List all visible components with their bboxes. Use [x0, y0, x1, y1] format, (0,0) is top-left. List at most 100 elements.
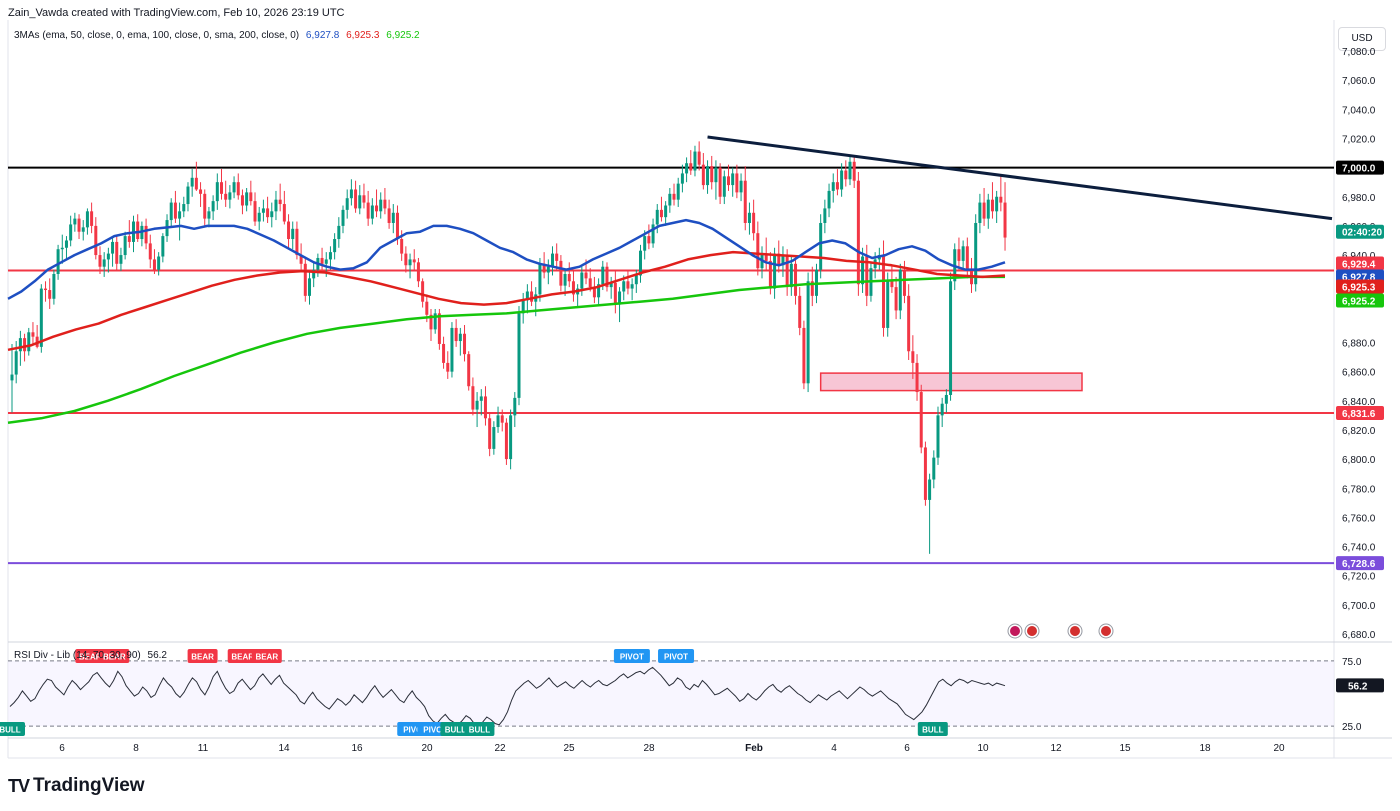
sma200-line[interactable]	[7, 275, 1005, 424]
rsi-marker-pivot-high[interactable]	[613, 649, 650, 663]
candle-body	[56, 249, 60, 274]
candle-body	[85, 211, 89, 228]
ema100-line[interactable]	[7, 250, 1006, 352]
price-axis-tick: 7,080.0	[1342, 47, 1376, 58]
candle-body	[199, 189, 203, 194]
candle-body	[94, 225, 98, 256]
ema50-line[interactable]	[7, 218, 1006, 300]
tradingview-logo[interactable]: TV TradingView	[8, 775, 145, 797]
candle-body	[752, 212, 756, 234]
candle-body	[861, 256, 865, 285]
rsi-indicator-legend[interactable]: RSI Div - Lib (14, 70, 30, 90) 56.2	[14, 650, 171, 661]
rsi-marker-bear[interactable]	[99, 649, 130, 663]
rsi-marker-label: BEAR	[103, 653, 126, 662]
rsi-marker-pivot-high[interactable]	[658, 649, 695, 663]
candle-body	[949, 281, 953, 395]
rsi-marker-bear[interactable]	[251, 649, 282, 663]
candle-body	[333, 239, 337, 253]
candle-body	[521, 300, 525, 314]
candle-body	[395, 212, 399, 240]
candle-body	[366, 202, 370, 219]
rsi-line[interactable]	[9, 666, 1006, 727]
candle-body	[551, 253, 555, 267]
rsi-marker-bear[interactable]	[75, 649, 106, 663]
candle-body	[726, 176, 730, 186]
candle-body	[555, 253, 559, 261]
candle-body	[798, 295, 802, 328]
candle-body	[416, 262, 420, 282]
price-tag-label: 6,925.3	[1342, 282, 1376, 293]
descending-trendline[interactable]	[707, 135, 1333, 221]
time-axis-label: 10	[977, 743, 989, 754]
price-axis-tick: 6,860.0	[1342, 368, 1376, 379]
candle-body	[341, 209, 345, 226]
candle-body	[856, 180, 860, 285]
candle-body	[98, 255, 102, 267]
price-tag-bg	[1336, 556, 1384, 571]
candle-body	[923, 447, 927, 500]
candle-body	[123, 236, 127, 256]
ma-indicator-legend[interactable]: 3MAs (ema, 50, close, 0, ema, 100, close…	[14, 30, 424, 41]
candle-body	[228, 192, 232, 200]
rsi-marker-bull[interactable]	[917, 722, 948, 736]
candle-body	[173, 202, 177, 219]
candle-body	[898, 269, 902, 311]
rsi-marker-bull[interactable]	[0, 722, 25, 736]
candle-body	[982, 202, 986, 219]
candle-body	[496, 415, 500, 428]
rsi-marker-bull[interactable]	[464, 722, 495, 736]
time-axis-label: 22	[494, 743, 506, 754]
candle-body	[421, 281, 425, 302]
candle-body	[60, 247, 64, 250]
price-axis-tick: 7,020.0	[1342, 134, 1376, 145]
candle-body	[119, 255, 123, 264]
candle-body	[961, 246, 965, 261]
candle-body	[802, 327, 806, 384]
candle-body	[500, 415, 504, 423]
rsi-marker-bear[interactable]	[227, 649, 258, 663]
candle-body	[379, 199, 383, 212]
candle-body	[668, 193, 672, 206]
time-axis-label: 20	[421, 743, 433, 754]
candle-body	[513, 397, 517, 416]
candle-body	[307, 278, 311, 296]
candle-body	[940, 403, 944, 416]
candle-body	[928, 479, 932, 500]
candle-body	[848, 161, 852, 180]
candle-body	[169, 202, 173, 221]
candle-body	[475, 400, 479, 410]
candle-body	[81, 227, 85, 232]
rsi-marker-label: BULL	[922, 726, 943, 735]
price-tag-bg	[1336, 406, 1384, 421]
candle-body	[161, 236, 165, 257]
candle-body	[630, 284, 634, 289]
candle-body	[207, 211, 211, 219]
price-tag-bg	[1336, 224, 1384, 239]
rsi-marker-label: PIVOT	[664, 653, 688, 662]
candle-body	[882, 255, 886, 328]
price-axis-tick: 6,780.0	[1342, 484, 1376, 495]
candle-body	[685, 163, 689, 174]
candle-body	[710, 166, 714, 183]
price-tag-label: 6,925.2	[1342, 296, 1376, 307]
price-axis-tick: 7,060.0	[1342, 76, 1376, 87]
event-flag-icon	[1010, 626, 1020, 636]
ema50-value: 6,927.8	[305, 30, 340, 41]
time-axis-label: 20	[1273, 743, 1285, 754]
candle-body	[182, 204, 186, 212]
candle-body	[232, 182, 236, 193]
rsi-marker-label: BEAR	[255, 653, 278, 662]
rsi-marker-bull[interactable]	[440, 722, 471, 736]
price-tag-label: 6,831.6	[1342, 409, 1376, 420]
candle-body	[412, 259, 416, 263]
candle-body	[647, 236, 651, 244]
candle-body	[974, 222, 978, 285]
rsi-marker-bear[interactable]	[187, 649, 218, 663]
currency-selector[interactable]: USD	[1338, 27, 1386, 51]
candle-body	[965, 246, 969, 270]
candle-body	[303, 263, 307, 296]
candle-body	[425, 301, 429, 315]
candle-body	[693, 151, 697, 171]
rsi-marker-label: PIVOT	[620, 653, 644, 662]
